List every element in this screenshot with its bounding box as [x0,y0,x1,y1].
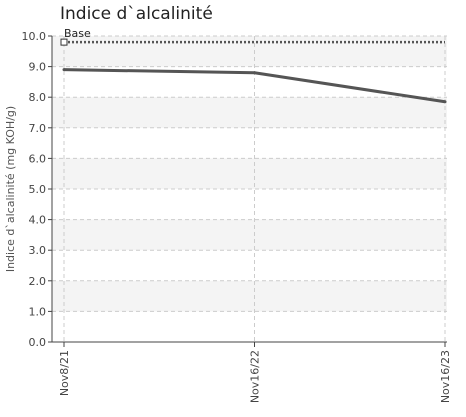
y-tick-label: 6.0 [29,152,47,165]
series-point [62,68,66,72]
series-point [443,100,447,104]
y-tick-label: 4.0 [29,214,47,227]
x-tick-label: Nov16/23 [439,350,452,403]
y-tick-label: 0.0 [29,336,47,349]
y-axis-title: Indice d`alcalinité (mg KOH/g) [4,106,17,272]
x-tick-label: Nov16/22 [249,350,262,403]
y-tick-label: 1.0 [29,305,47,318]
y-tick-label: 10.0 [22,30,47,43]
plot-band [52,36,447,67]
y-tick-label: 5.0 [29,183,47,196]
plot-band [52,280,447,312]
y-tick-label: 7.0 [29,122,47,135]
y-tick-label: 3.0 [29,244,47,257]
plot-band [52,97,447,128]
plot-band [52,158,447,189]
y-tick-label: 2.0 [29,275,47,288]
y-tick-label: 8.0 [29,91,47,104]
baseline-label: Base [64,27,91,40]
plot-band [52,219,447,251]
x-tick-label: Nov8/21 [58,350,71,396]
baseline-marker [60,38,68,46]
chart-title: Indice d`alcalinité [60,4,213,24]
series-point [253,71,256,75]
y-tick-label: 9.0 [29,61,47,74]
